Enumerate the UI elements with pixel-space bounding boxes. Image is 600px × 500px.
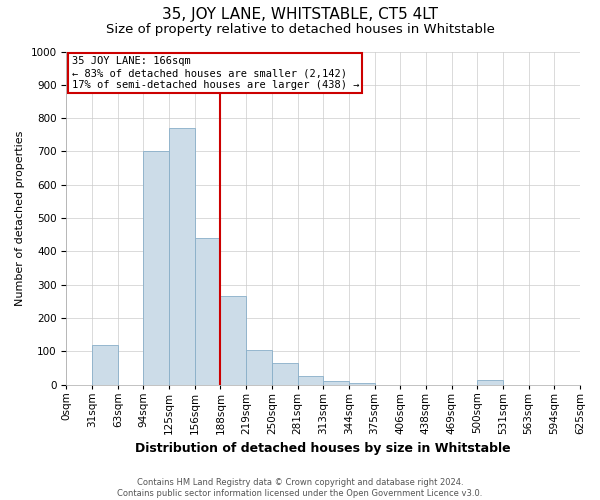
Bar [195, 238, 220, 384]
Bar [323, 382, 349, 384]
Bar [298, 376, 323, 384]
Text: 35, JOY LANE, WHITSTABLE, CT5 4LT: 35, JOY LANE, WHITSTABLE, CT5 4LT [162, 8, 438, 22]
Bar [143, 152, 169, 384]
Bar [477, 380, 503, 384]
X-axis label: Distribution of detached houses by size in Whitstable: Distribution of detached houses by size … [136, 442, 511, 455]
Bar [220, 296, 246, 384]
Bar [272, 363, 298, 384]
Bar [92, 344, 118, 385]
Text: 35 JOY LANE: 166sqm
← 83% of detached houses are smaller (2,142)
17% of semi-det: 35 JOY LANE: 166sqm ← 83% of detached ho… [71, 56, 359, 90]
Y-axis label: Number of detached properties: Number of detached properties [15, 130, 25, 306]
Text: Size of property relative to detached houses in Whitstable: Size of property relative to detached ho… [106, 22, 494, 36]
Bar [169, 128, 195, 384]
Bar [349, 383, 374, 384]
Bar [246, 350, 272, 384]
Text: Contains HM Land Registry data © Crown copyright and database right 2024.
Contai: Contains HM Land Registry data © Crown c… [118, 478, 482, 498]
